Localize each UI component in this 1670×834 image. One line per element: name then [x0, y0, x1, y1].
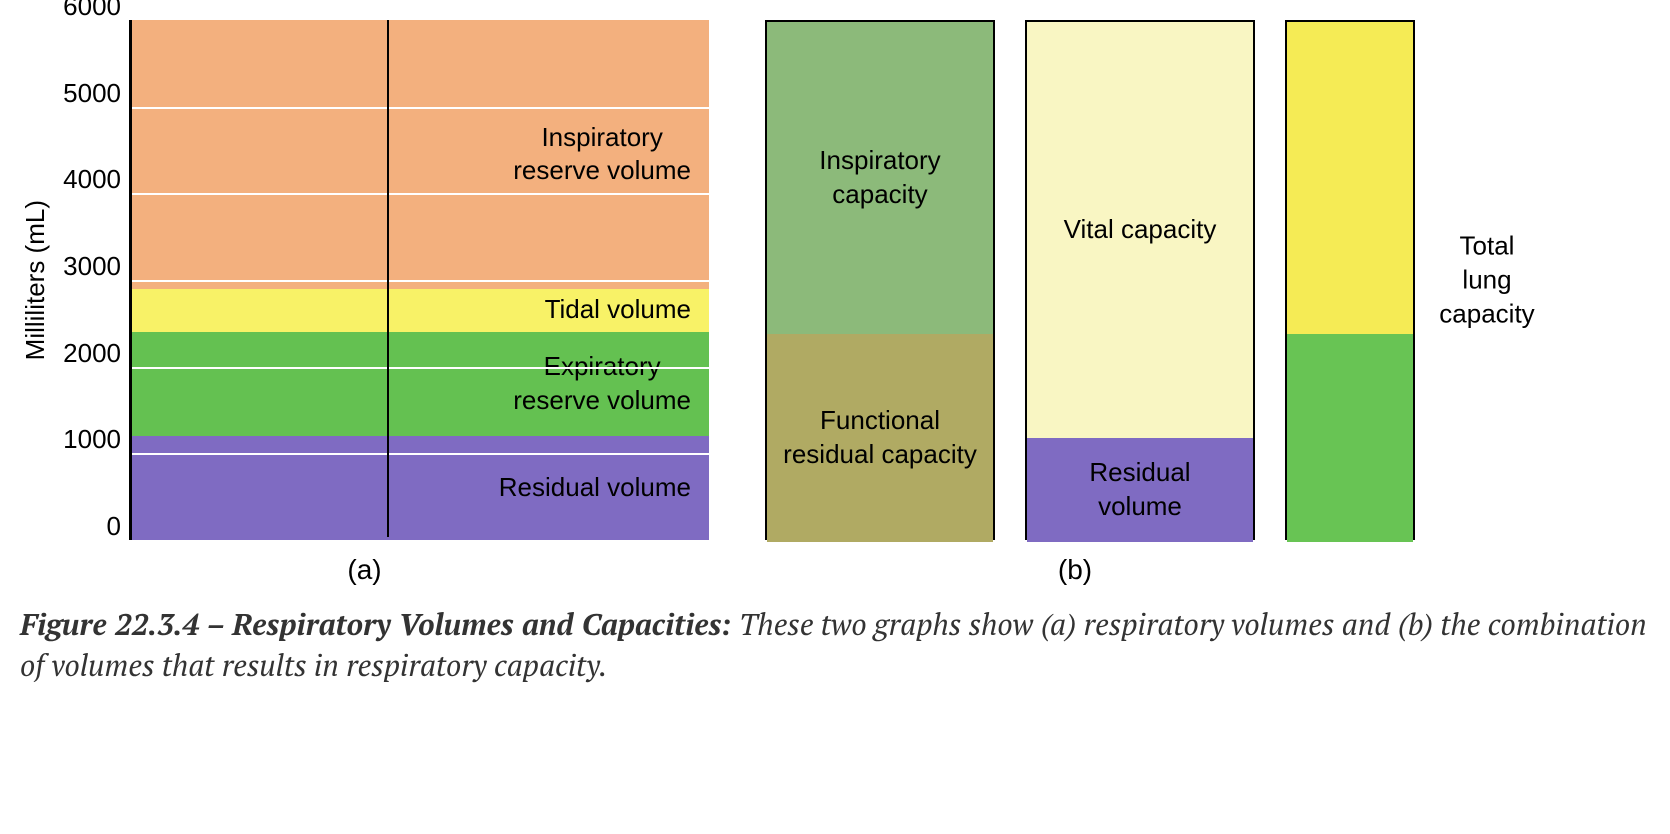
- figure-caption: Figure 22.3.4 – Respiratory Volumes and …: [20, 604, 1650, 685]
- volume-band-label-tv: Tidal volume: [545, 293, 691, 327]
- volume-band-tv: Tidal volume: [132, 289, 709, 332]
- capacity-side-label: Totallungcapacity: [1427, 229, 1547, 330]
- figure-respiratory-volumes: Milliliters (mL) 60005000400030002000100…: [20, 20, 1650, 685]
- plot-area-volumes: Inspiratoryreserve volume Tidal volume Exp…: [129, 20, 709, 540]
- capacity-band-ic: Inspiratory capacity: [767, 22, 993, 334]
- capacity-band-vc: Vital capacity: [1027, 22, 1253, 438]
- gridline: [132, 367, 709, 369]
- capacity-band-label-vc: Vital capacity: [1056, 213, 1225, 247]
- charts-row: Milliliters (mL) 60005000400030002000100…: [20, 20, 1650, 586]
- y-axis-ticks: 6000500040003000200010000: [59, 6, 129, 526]
- volume-band-erv: Expiratoryreserve volume: [132, 332, 709, 436]
- capacity-band-tlc_top: [1287, 22, 1413, 334]
- caption-title: Figure 22.3.4 – Respiratory Volumes and …: [20, 604, 732, 644]
- capacity-band-tlc_bot: [1287, 334, 1413, 542]
- volume-band-label-rv: Residual volume: [499, 471, 691, 505]
- y-axis-label: Milliliters (mL): [20, 200, 51, 360]
- part-a: Milliliters (mL) 60005000400030002000100…: [20, 20, 709, 586]
- part-b: Inspiratory capacity Functionalresidual c…: [735, 20, 1415, 586]
- part-b-columns: Inspiratory capacity Functionalresidual c…: [735, 20, 1415, 540]
- capacity-col-2: Vital capacity Residualvolume: [1025, 20, 1255, 540]
- capacity-band-frc: Functionalresidual capacity: [767, 334, 993, 542]
- volume-band-label-erv: Expiratoryreserve volume: [513, 350, 691, 418]
- volume-band-irv: Inspiratoryreserve volume: [132, 20, 709, 289]
- part-b-label: (b): [1058, 554, 1092, 586]
- gridline: [132, 453, 709, 455]
- capacity-col-3: Totallungcapacity: [1285, 20, 1415, 540]
- capacity-band-label-rv2: Residualvolume: [1081, 456, 1198, 524]
- part-a-label: (a): [347, 554, 381, 586]
- gridline: [132, 280, 709, 282]
- volume-band-rv: Residual volume: [132, 436, 709, 540]
- chart-a-wrap: Milliliters (mL) 60005000400030002000100…: [20, 20, 709, 540]
- capacity-band-label-frc: Functionalresidual capacity: [775, 404, 985, 472]
- capacity-col-1: Inspiratory capacity Functionalresidual c…: [765, 20, 995, 540]
- capacity-band-label-ic: Inspiratory capacity: [767, 144, 993, 212]
- gridline: [132, 107, 709, 109]
- capacity-band-rv2: Residualvolume: [1027, 438, 1253, 542]
- volume-band-label-irv: Inspiratoryreserve volume: [513, 121, 691, 189]
- vertical-divider: [387, 20, 389, 537]
- gridline: [132, 193, 709, 195]
